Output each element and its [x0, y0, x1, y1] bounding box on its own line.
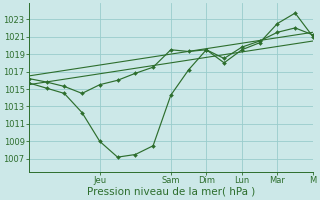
X-axis label: Pression niveau de la mer( hPa ): Pression niveau de la mer( hPa ) — [87, 187, 255, 197]
